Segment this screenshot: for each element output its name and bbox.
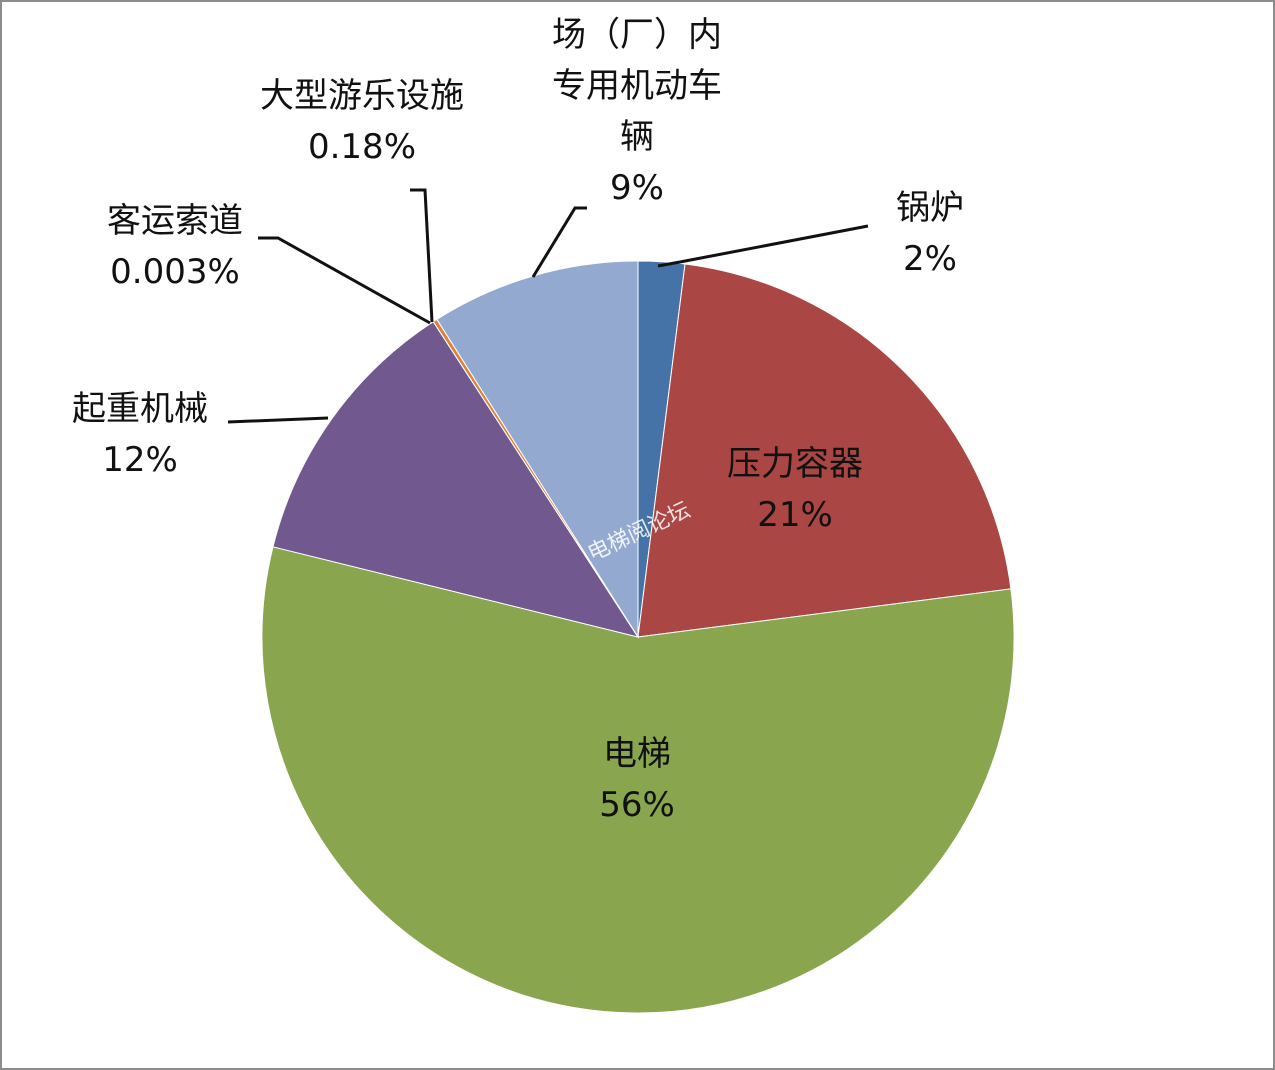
leader-line: [657, 224, 869, 268]
pie-slice: [637, 263, 1012, 638]
category-label: 电梯: [603, 734, 671, 774]
value-label: 9%: [610, 168, 664, 208]
slice-label: 锅炉 2%: [890, 183, 970, 285]
slice-label: 场（厂）内专用机动车辆 9%: [542, 10, 732, 214]
leader-line: [410, 188, 434, 323]
value-label: 2%: [903, 239, 957, 279]
slice-label: 电梯 56%: [537, 729, 737, 831]
slice-label: 起重机械 12%: [40, 384, 240, 486]
slice-label: 大型游乐设施 0.18%: [232, 71, 492, 173]
value-label: 0.18%: [307, 127, 416, 167]
category-label: 锅炉: [896, 188, 964, 228]
slice-label: 客运索道 0.003%: [75, 196, 275, 298]
value-label: 21%: [757, 495, 833, 535]
pie-slice: [272, 320, 640, 638]
category-label: 场（厂）内专用机动车辆: [552, 15, 722, 157]
slice-label: 压力容器 21%: [695, 439, 895, 541]
value-label: 12%: [102, 440, 178, 480]
category-label: 压力容器: [727, 444, 863, 484]
category-label: 客运索道: [107, 201, 243, 241]
leader-lines: [227, 188, 869, 424]
category-label: 大型游乐设施: [260, 76, 464, 116]
value-label: 0.003%: [110, 252, 240, 292]
category-label: 起重机械: [72, 389, 208, 429]
leader-line: [531, 206, 587, 278]
pie-slice: [261, 546, 1015, 1014]
value-label: 56%: [599, 785, 675, 825]
leader-line: [258, 236, 431, 325]
leader-line: [227, 416, 329, 424]
